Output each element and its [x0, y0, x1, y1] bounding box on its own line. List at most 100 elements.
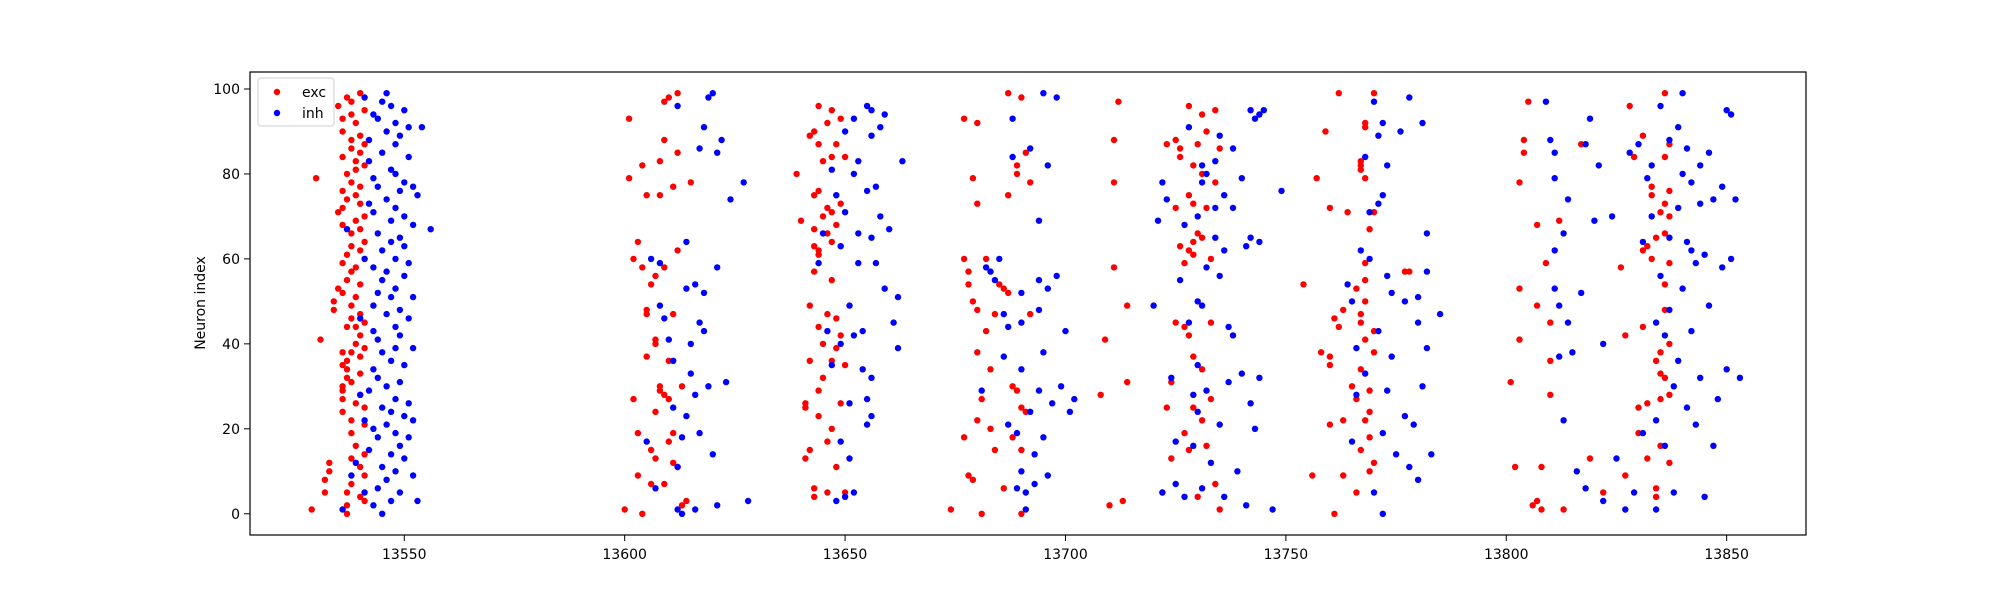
spike-point-exc	[339, 387, 346, 394]
spike-point-exc	[361, 344, 368, 352]
spike-point-exc	[1176, 243, 1184, 250]
spike-point-inh	[1600, 497, 1607, 505]
axes-frame	[249, 71, 1807, 536]
spike-point-exc	[1657, 395, 1664, 403]
spike-point-inh	[361, 417, 368, 424]
spike-point-exc	[647, 480, 655, 488]
spike-point-inh	[1031, 451, 1038, 458]
spike-point-exc	[1172, 136, 1179, 144]
spike-point-inh	[841, 209, 849, 216]
spike-point-exc	[326, 459, 333, 466]
spike-point-exc	[1652, 493, 1660, 500]
spike-point-exc	[837, 332, 844, 339]
spike-point-exc	[348, 145, 355, 152]
spike-point-inh	[1679, 170, 1686, 178]
spike-point-inh	[396, 132, 404, 139]
spike-point-inh	[1022, 506, 1029, 513]
spike-point-inh	[859, 366, 866, 373]
spike-point-inh	[1221, 493, 1228, 500]
spike-point-exc	[639, 162, 646, 169]
spike-point-exc	[357, 149, 364, 156]
spike-point-exc	[1370, 327, 1378, 335]
spike-point-exc	[357, 226, 364, 233]
spike-point-inh	[1384, 162, 1391, 169]
spike-point-inh	[1203, 264, 1210, 271]
spike-point-inh	[374, 115, 381, 122]
spike-point-exc	[1326, 361, 1334, 369]
spike-point-exc	[1106, 502, 1113, 509]
spike-point-inh	[744, 497, 752, 505]
spike-point-inh	[383, 268, 390, 275]
spike-point-inh	[414, 497, 421, 505]
legend-label-exc: exc	[302, 85, 326, 101]
spike-point-exc	[339, 187, 346, 195]
spike-point-inh	[370, 175, 377, 182]
spike-point-exc	[683, 497, 690, 505]
spike-point-inh	[1198, 162, 1206, 169]
spike-point-exc	[357, 493, 364, 500]
spike-point-inh	[1159, 489, 1166, 496]
spike-point-exc	[806, 302, 813, 309]
spike-point-exc	[1547, 391, 1554, 398]
spike-point-exc	[317, 336, 324, 343]
spike-point-inh	[1551, 285, 1558, 292]
spike-point-inh	[409, 293, 417, 301]
spike-point-inh	[405, 400, 412, 407]
spike-point-inh	[357, 391, 364, 398]
spike-point-inh	[1670, 489, 1678, 496]
spike-point-inh	[1379, 119, 1387, 127]
spike-point-exc	[828, 425, 835, 432]
spike-point-inh	[1018, 289, 1025, 297]
spike-point-inh	[1044, 472, 1052, 479]
spike-point-inh	[370, 366, 377, 373]
spike-point-exc	[1194, 493, 1201, 500]
spike-point-inh	[841, 493, 849, 500]
y-tick-label: 100	[213, 82, 240, 98]
spike-point-inh	[1163, 196, 1171, 203]
spike-point-exc	[352, 119, 359, 127]
spike-point-exc	[833, 141, 840, 148]
spike-point-inh	[1388, 289, 1395, 297]
spike-point-inh	[1688, 327, 1695, 335]
spike-point-exc	[1622, 472, 1629, 479]
spike-point-inh	[1375, 327, 1382, 335]
spike-point-exc	[1657, 370, 1664, 377]
spike-point-inh	[714, 149, 721, 156]
spike-point-exc	[1362, 276, 1369, 284]
spike-point-inh	[894, 344, 902, 352]
spike-point-inh	[1551, 175, 1558, 182]
spike-point-exc	[343, 170, 351, 178]
spike-point-inh	[872, 183, 880, 190]
spike-point-exc	[357, 281, 364, 288]
spike-point-exc	[969, 476, 977, 483]
spike-point-exc	[1666, 391, 1673, 398]
spike-point-exc	[960, 255, 968, 263]
spike-point-inh	[1697, 374, 1704, 381]
spike-point-exc	[1362, 124, 1369, 131]
spike-point-exc	[1366, 226, 1373, 233]
spike-point-exc	[811, 192, 818, 199]
spike-point-inh	[1626, 149, 1633, 156]
spike-point-exc	[1370, 209, 1378, 216]
spike-point-exc	[1666, 259, 1673, 267]
spike-point-inh	[379, 98, 386, 105]
spike-point-exc	[343, 323, 351, 331]
spike-point-exc	[1648, 183, 1655, 190]
spike-point-inh	[1635, 141, 1642, 148]
spike-point-exc	[1335, 90, 1343, 97]
spike-point-inh	[1035, 387, 1043, 394]
spike-point-inh	[859, 327, 866, 335]
spike-point-inh	[1348, 438, 1356, 445]
spike-point-inh	[396, 332, 404, 339]
spike-point-exc	[621, 506, 628, 513]
spike-point-inh	[387, 293, 395, 301]
plot-area	[249, 71, 1807, 536]
spike-point-inh	[1723, 366, 1730, 373]
spike-point-inh	[1657, 102, 1664, 110]
spike-point-inh	[1608, 213, 1616, 220]
spike-point-exc	[348, 268, 355, 275]
y-tick-label: 40	[222, 337, 240, 353]
spike-point-inh	[1705, 149, 1713, 156]
spike-point-exc	[352, 264, 359, 271]
spike-point-exc	[361, 238, 368, 246]
